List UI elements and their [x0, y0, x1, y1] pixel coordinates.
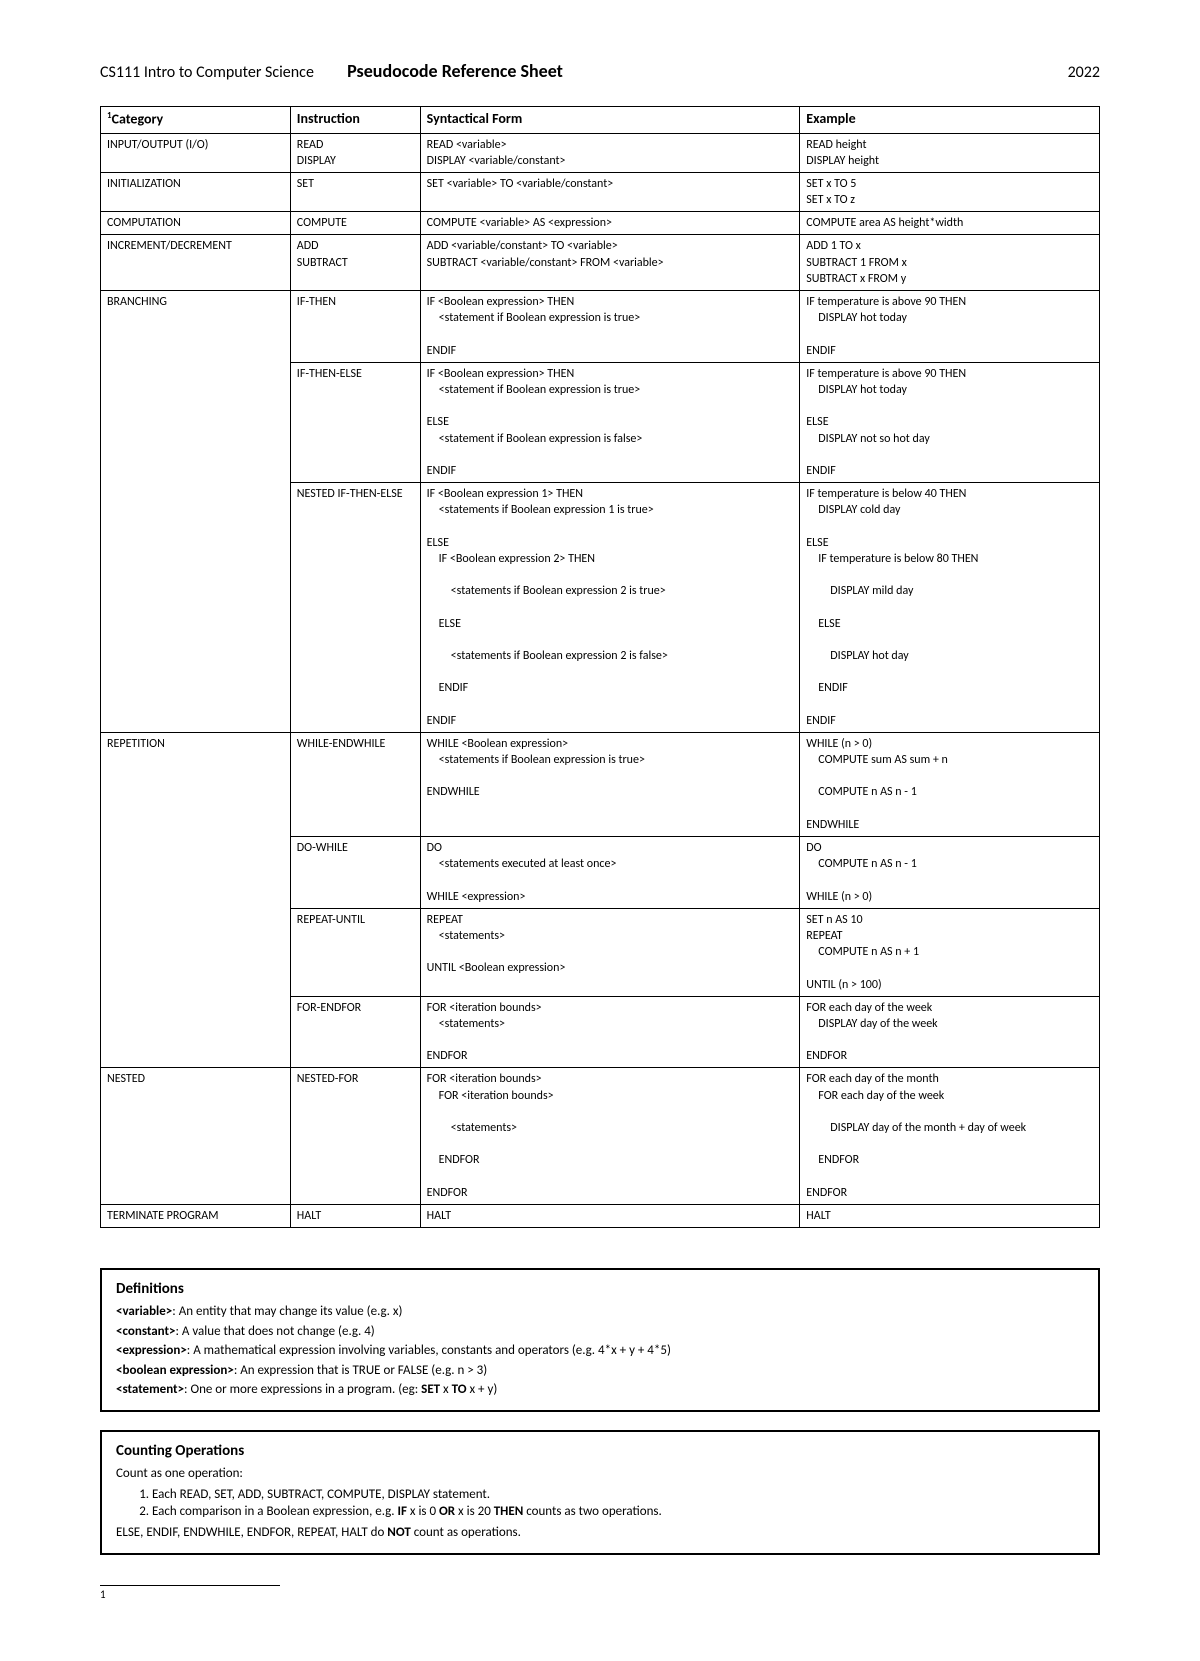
cell-form: FOR <iteration bounds>FOR <iteration bou…	[420, 1068, 800, 1205]
cell-form: DO<statements executed at least once>WHI…	[420, 837, 800, 909]
cell-example: IF temperature is above 90 THENDISPLAY h…	[800, 291, 1100, 363]
cell-example: FOR each day of the monthFOR each day of…	[800, 1068, 1100, 1205]
cell-instruction: NESTED-FOR	[290, 1068, 420, 1205]
table-row: INPUT/OUTPUT (I/O)READDISPLAYREAD <varia…	[101, 133, 1100, 172]
definition-item: <expression>: A mathematical expression …	[116, 1341, 1084, 1361]
cell-instruction: REPEAT-UNTIL	[290, 908, 420, 996]
cell-instruction: COMPUTE	[290, 212, 420, 235]
cell-instruction: WHILE-ENDWHILE	[290, 732, 420, 836]
course-code: CS111 Intro to Computer Science	[100, 63, 314, 82]
footnote: 1	[100, 1588, 1100, 1601]
table-header-row: 1Category Instruction Syntactical Form E…	[101, 107, 1100, 134]
cell-example: SET n AS 10REPEATCOMPUTE n AS n + 1UNTIL…	[800, 908, 1100, 996]
table-row: TERMINATE PROGRAMHALTHALTHALT	[101, 1204, 1100, 1227]
page-header: CS111 Intro to Computer Science Pseudoco…	[100, 60, 1100, 82]
cell-example: IF temperature is below 40 THENDISPLAY c…	[800, 483, 1100, 733]
cell-form: IF <Boolean expression> THEN<statement i…	[420, 291, 800, 363]
cell-instruction: ADDSUBTRACT	[290, 235, 420, 291]
cell-instruction: IF-THEN	[290, 291, 420, 363]
reference-table: 1Category Instruction Syntactical Form E…	[100, 106, 1100, 1228]
cell-category: NESTED	[101, 1068, 291, 1205]
cell-instruction: SET	[290, 172, 420, 211]
counting-item: Each READ, SET, ADD, SUBTRACT, COMPUTE, …	[152, 1487, 1084, 1502]
col-category: 1Category	[101, 107, 291, 134]
table-row: INCREMENT/DECREMENTADDSUBTRACTADD <varia…	[101, 235, 1100, 291]
counting-intro: Count as one operation:	[116, 1464, 1084, 1484]
table-row: BRANCHINGIF-THENIF <Boolean expression> …	[101, 291, 1100, 363]
col-example: Example	[800, 107, 1100, 134]
counting-footer: ELSE, ENDIF, ENDWHILE, ENDFOR, REPEAT, H…	[116, 1523, 1084, 1543]
cell-form: FOR <iteration bounds><statements>ENDFOR	[420, 996, 800, 1068]
cell-instruction: READDISPLAY	[290, 133, 420, 172]
counting-box: Counting Operations Count as one operati…	[100, 1430, 1100, 1555]
cell-instruction: DO-WHILE	[290, 837, 420, 909]
cell-form: IF <Boolean expression> THEN<statement i…	[420, 362, 800, 482]
definition-item: <statement>: One or more expressions in …	[116, 1380, 1084, 1400]
cell-form: IF <Boolean expression 1> THEN<statement…	[420, 483, 800, 733]
col-instruction: Instruction	[290, 107, 420, 134]
cell-form: SET <variable> TO <variable/constant>	[420, 172, 800, 211]
cell-form: READ <variable>DISPLAY <variable/constan…	[420, 133, 800, 172]
cell-form: ADD <variable/constant> TO <variable>SUB…	[420, 235, 800, 291]
cell-example: DOCOMPUTE n AS n - 1WHILE (n > 0)	[800, 837, 1100, 909]
cell-instruction: HALT	[290, 1204, 420, 1227]
definitions-title: Definitions	[116, 1280, 1084, 1298]
cell-instruction: IF-THEN-ELSE	[290, 362, 420, 482]
cell-example: COMPUTE area AS height*width	[800, 212, 1100, 235]
table-row: INITIALIZATIONSETSET <variable> TO <vari…	[101, 172, 1100, 211]
table-row: REPETITIONWHILE-ENDWHILEWHILE <Boolean e…	[101, 732, 1100, 836]
cell-instruction: FOR-ENDFOR	[290, 996, 420, 1068]
table-row: NESTEDNESTED-FORFOR <iteration bounds>FO…	[101, 1068, 1100, 1205]
page-title: Pseudocode Reference Sheet	[347, 60, 563, 82]
cell-category: TERMINATE PROGRAM	[101, 1204, 291, 1227]
cell-example: SET x TO 5SET x TO z	[800, 172, 1100, 211]
definitions-box: Definitions <variable>: An entity that m…	[100, 1268, 1100, 1412]
cell-category: COMPUTATION	[101, 212, 291, 235]
definitions-list: <variable>: An entity that may change it…	[116, 1302, 1084, 1400]
table-row: COMPUTATIONCOMPUTECOMPUTE <variable> AS …	[101, 212, 1100, 235]
cell-example: FOR each day of the weekDISPLAY day of t…	[800, 996, 1100, 1068]
cell-form: HALT	[420, 1204, 800, 1227]
col-form: Syntactical Form	[420, 107, 800, 134]
cell-category: REPETITION	[101, 732, 291, 1068]
cell-form: REPEAT<statements>UNTIL <Boolean express…	[420, 908, 800, 996]
cell-example: ADD 1 TO xSUBTRACT 1 FROM xSUBTRACT x FR…	[800, 235, 1100, 291]
cell-category: BRANCHING	[101, 291, 291, 733]
header-year: 2022	[1068, 63, 1100, 82]
cell-example: READ heightDISPLAY height	[800, 133, 1100, 172]
definition-item: <variable>: An entity that may change it…	[116, 1302, 1084, 1322]
counting-title: Counting Operations	[116, 1442, 1084, 1460]
cell-form: COMPUTE <variable> AS <expression>	[420, 212, 800, 235]
definition-item: <boolean expression>: An expression that…	[116, 1361, 1084, 1381]
counting-item: Each comparison in a Boolean expression,…	[152, 1504, 1084, 1519]
cell-example: WHILE (n > 0)COMPUTE sum AS sum + nCOMPU…	[800, 732, 1100, 836]
cell-example: HALT	[800, 1204, 1100, 1227]
cell-form: WHILE <Boolean expression><statements if…	[420, 732, 800, 836]
definition-item: <constant>: A value that does not change…	[116, 1322, 1084, 1342]
header-left: CS111 Intro to Computer Science Pseudoco…	[100, 60, 563, 82]
footnote-rule	[100, 1585, 280, 1586]
cell-instruction: NESTED IF-THEN-ELSE	[290, 483, 420, 733]
counting-list: Each READ, SET, ADD, SUBTRACT, COMPUTE, …	[116, 1487, 1084, 1519]
cell-category: INCREMENT/DECREMENT	[101, 235, 291, 291]
cell-category: INPUT/OUTPUT (I/O)	[101, 133, 291, 172]
cell-category: INITIALIZATION	[101, 172, 291, 211]
cell-example: IF temperature is above 90 THENDISPLAY h…	[800, 362, 1100, 482]
